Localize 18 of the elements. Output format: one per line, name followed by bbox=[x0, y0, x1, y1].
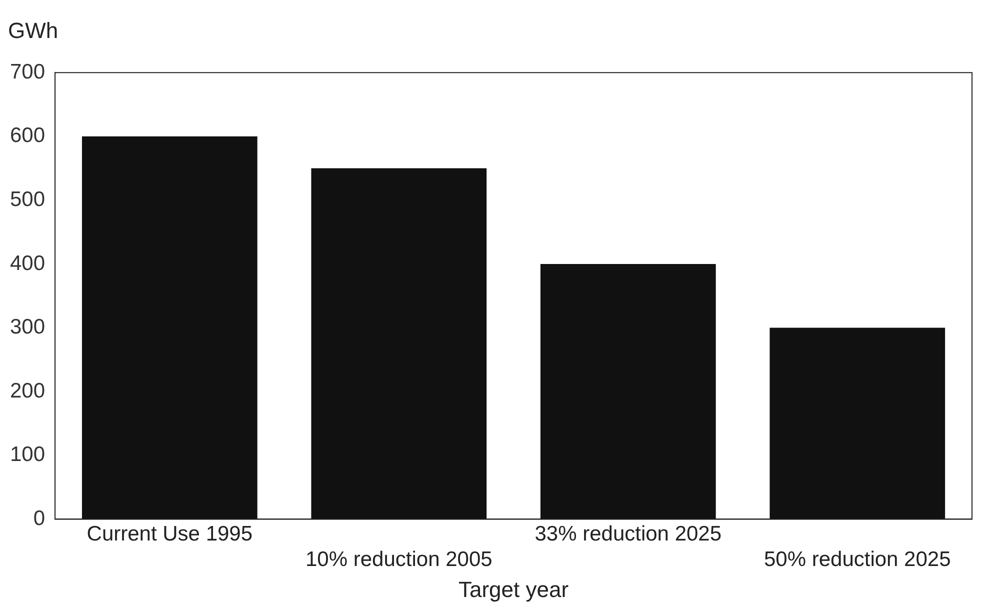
bar bbox=[311, 168, 487, 520]
y-tick-label: 100 bbox=[10, 443, 46, 466]
y-axis-title: GWh bbox=[8, 18, 58, 44]
y-tick-label: 600 bbox=[10, 124, 46, 148]
x-tick-label: 10% reduction 2005 bbox=[305, 548, 492, 571]
y-tick-label: 700 bbox=[10, 60, 46, 84]
x-tick-label: 33% reduction 2025 bbox=[534, 522, 722, 546]
x-tick-label: 50% reduction 2025 bbox=[764, 548, 951, 571]
y-tick-label: 300 bbox=[10, 316, 46, 339]
bar bbox=[770, 328, 946, 520]
y-tick-label: 200 bbox=[10, 379, 46, 402]
x-axis-title: Target year bbox=[458, 576, 569, 602]
x-tick-label: Current Use 1995 bbox=[86, 522, 253, 546]
bar bbox=[82, 136, 258, 520]
y-tick-label: 400 bbox=[10, 252, 46, 275]
y-tick-label: 0 bbox=[33, 506, 46, 530]
y-tick-label: 500 bbox=[10, 188, 46, 211]
bar bbox=[540, 264, 716, 520]
